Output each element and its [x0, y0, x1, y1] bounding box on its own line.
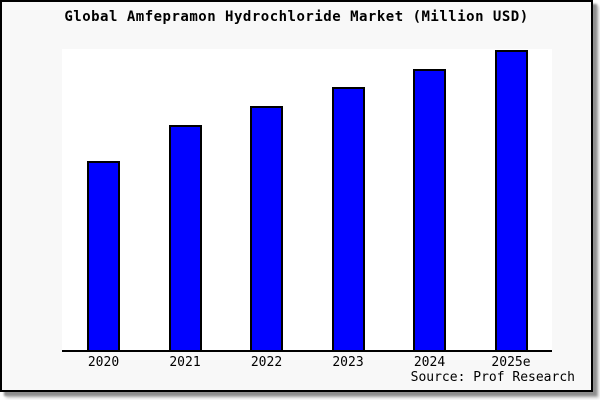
x-tick-label: 2025e [491, 355, 531, 370]
x-axis-labels: 2020 2021 2022 2023 2024 2025e [62, 355, 552, 371]
x-tick-label: 2021 [169, 355, 201, 370]
x-tick-label: 2024 [413, 355, 446, 370]
bar-2020 [87, 161, 120, 350]
source-credit: Source: Prof Research [410, 370, 575, 385]
chart-title: Global Amfepramon Hydrochloride Market (… [64, 9, 529, 25]
plot-area [62, 49, 552, 352]
x-tick-label: 2020 [87, 355, 120, 370]
x-tick-label: 2023 [332, 355, 364, 370]
bar-2022 [250, 106, 283, 350]
bar-2021 [168, 125, 202, 350]
bar-2025e [494, 50, 528, 350]
bar-2023 [331, 87, 365, 350]
x-tick-label: 2022 [250, 355, 283, 370]
chart-frame: Global Amfepramon Hydrochloride Market (… [0, 0, 593, 392]
bar-2024 [413, 69, 446, 350]
